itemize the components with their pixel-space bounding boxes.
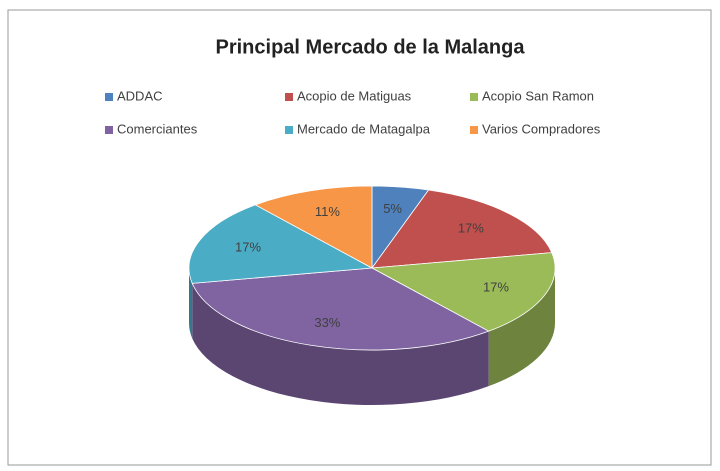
legend-label: Acopio de Matiguas: [297, 88, 412, 103]
data-label: 5%: [383, 201, 402, 216]
slice-side: [488, 268, 555, 387]
chart-title: Principal Mercado de la Malanga: [216, 36, 526, 58]
data-label: 17%: [483, 279, 509, 294]
slice: [370, 252, 556, 332]
legend-label: Varios Compradores: [482, 121, 601, 136]
data-label: 11%: [315, 204, 340, 219]
legend-swatch: [470, 126, 478, 134]
slice-side: [192, 283, 489, 405]
legend-label: Mercado de Matagalpa: [297, 121, 431, 136]
legend-swatch: [285, 93, 293, 101]
legend-swatch: [470, 93, 478, 101]
legend-label: Acopio San Ramon: [482, 88, 594, 103]
data-label: 33%: [314, 315, 340, 330]
slice: [191, 267, 490, 351]
legend-swatch: [105, 93, 113, 101]
slice: [254, 185, 373, 269]
slice-side: [189, 268, 193, 339]
slice: [188, 204, 374, 284]
legend-swatch: [105, 126, 113, 134]
data-label: 17%: [235, 239, 261, 254]
legend-label: ADDAC: [117, 88, 163, 103]
legend-swatch: [285, 126, 293, 134]
legend-label: Comerciantes: [117, 121, 198, 136]
slice: [371, 189, 553, 269]
data-label: 17%: [458, 220, 484, 235]
